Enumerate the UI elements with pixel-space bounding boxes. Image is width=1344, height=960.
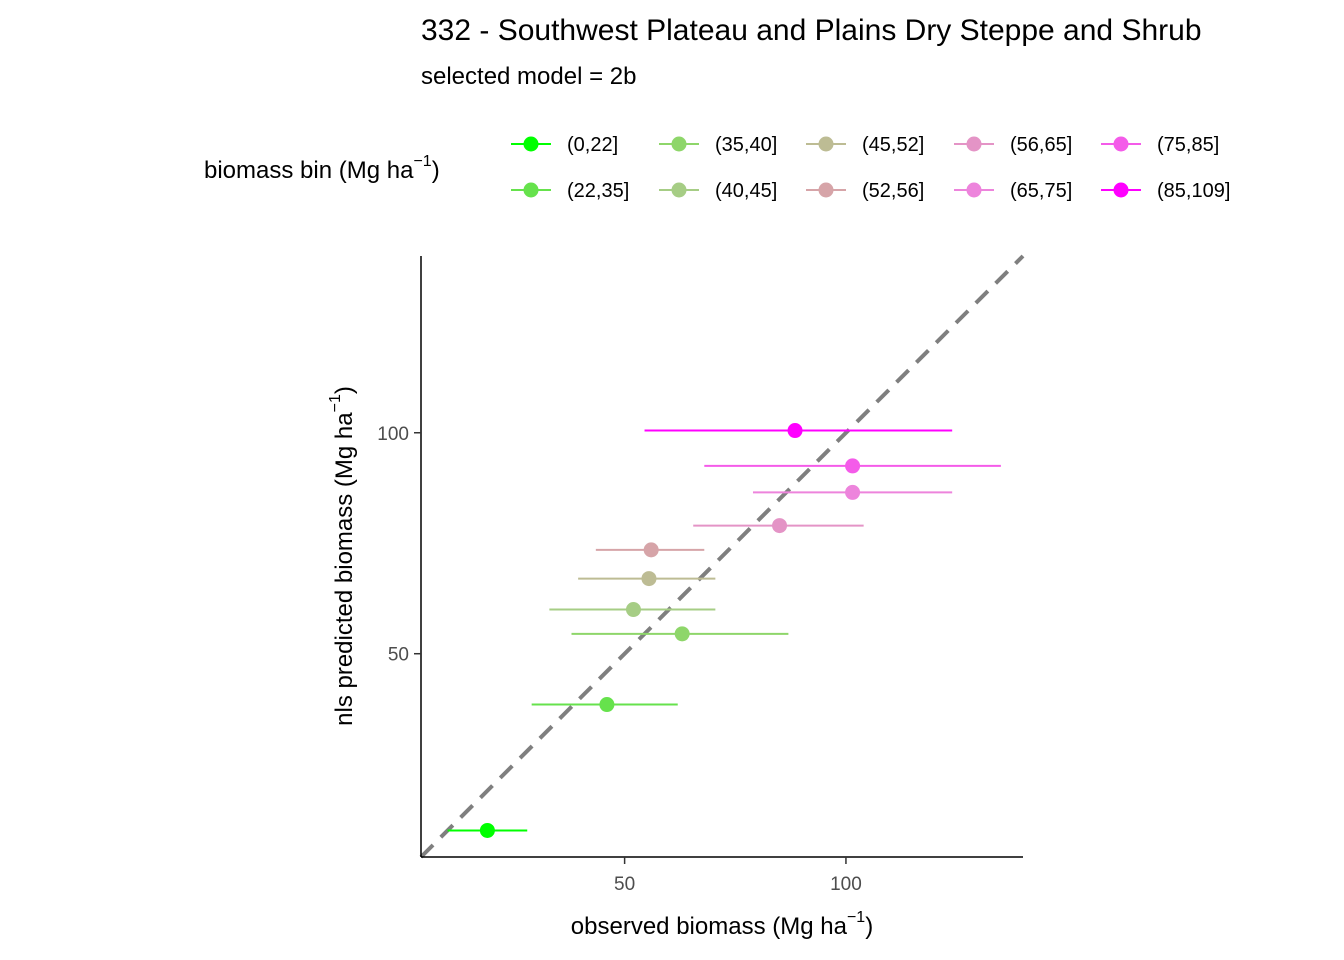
y-tick-label-100: 100 [377, 424, 409, 445]
legend-key-point-7 [966, 182, 982, 198]
legend-title: biomass bin (Mg ha−1) [204, 153, 440, 184]
data-point-0 [479, 822, 495, 838]
legend-label-6: (56,65] [1010, 134, 1072, 156]
legend-label-5: (52,56] [862, 180, 924, 202]
legend-label-4: (45,52] [862, 134, 924, 156]
chart-title: 332 - Southwest Plateau and Plains Dry S… [421, 14, 1202, 47]
x-tick-label-50: 50 [614, 874, 635, 895]
legend-label-9: (85,109] [1157, 180, 1230, 202]
legend-title-exponent: −1 [413, 153, 431, 170]
legend-label-2: (35,40] [715, 134, 777, 156]
identity-reference-line [419, 254, 1025, 859]
legend-title-close: ) [432, 157, 440, 184]
axis-ticks: 50 100 50 100 [377, 424, 861, 895]
x-axis-title-close: ) [865, 913, 873, 940]
data-point-3 [625, 602, 641, 618]
data-point-7 [845, 484, 861, 500]
legend-key-point-8 [1113, 136, 1129, 152]
legend-label-7: (65,75] [1010, 180, 1072, 202]
x-axis-title-exponent: −1 [847, 909, 865, 926]
legend-key-point-3 [671, 182, 687, 198]
legend-label-8: (75,85] [1157, 134, 1219, 156]
point-layer [479, 423, 861, 838]
legend-key-point-5 [818, 182, 834, 198]
legend: (0,22] (22,35] (35,40] (40,45] (45,52] (52,56… [511, 134, 1230, 202]
x-axis-title: observed biomass (Mg ha−1) [571, 909, 873, 940]
legend-key-point-1 [523, 182, 539, 198]
errorbar-layer [447, 429, 1001, 832]
data-point-8 [845, 458, 861, 474]
legend-key-point-0 [523, 136, 539, 152]
chart-subtitle: selected model = 2b [421, 63, 636, 90]
legend-key-point-2 [671, 136, 687, 152]
legend-label-1: (22,35] [567, 180, 629, 202]
legend-label-3: (40,45] [715, 180, 777, 202]
reference-line-layer [419, 254, 1025, 859]
y-axis-title-exponent: −1 [327, 394, 344, 412]
data-point-2 [674, 626, 690, 642]
data-point-9 [787, 423, 803, 439]
legend-key-point-6 [966, 136, 982, 152]
data-point-6 [772, 518, 788, 534]
y-axis-title: nls predicted biomass (Mg ha−1) [327, 386, 358, 726]
data-point-1 [599, 697, 615, 713]
legend-key-point-9 [1113, 182, 1129, 198]
legend-label-0: (0,22] [567, 134, 618, 156]
y-axis-title-close: ) [331, 386, 358, 394]
x-tick-label-100: 100 [830, 874, 862, 895]
data-point-4 [641, 571, 657, 587]
y-tick-label-50: 50 [388, 645, 409, 666]
legend-key-point-4 [818, 136, 834, 152]
data-point-5 [643, 542, 659, 558]
